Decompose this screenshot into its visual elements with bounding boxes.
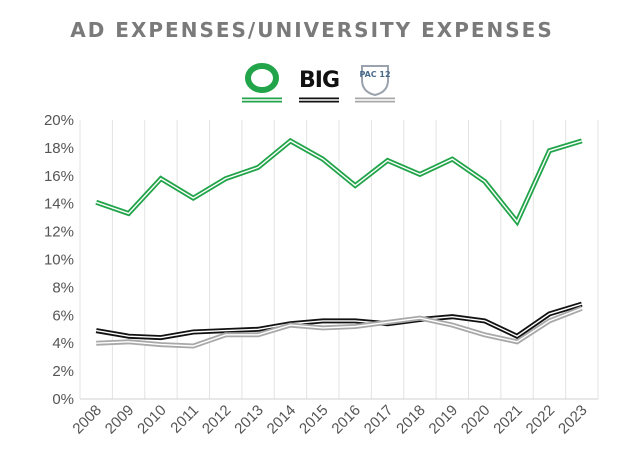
- x-tick-label: 2015: [296, 402, 332, 438]
- y-tick-label: 20%: [44, 112, 74, 129]
- x-tick-label: 2008: [69, 402, 105, 438]
- legend-item-oregon-o: [242, 63, 282, 103]
- series-line-inner: [95, 140, 583, 224]
- x-tick-label: 2013: [231, 402, 267, 438]
- y-tick-label: 2%: [52, 363, 74, 380]
- x-tick-label: 2022: [523, 402, 559, 438]
- pac-12-logo: PAC 12: [359, 70, 390, 79]
- series-big-ten-group: [95, 301, 583, 341]
- x-tick-label: 2010: [134, 402, 170, 438]
- y-tick-label: 0%: [52, 391, 74, 408]
- y-tick-label: 6%: [52, 307, 74, 324]
- big-ten-logo: BIG: [299, 68, 339, 93]
- x-tick-label: 2020: [458, 402, 494, 438]
- y-tick-label: 8%: [52, 279, 74, 296]
- x-tick-label: 2017: [361, 402, 397, 438]
- x-tick-label: 2019: [426, 402, 462, 438]
- x-tick-labels: 2008200920102011201220132014201520162017…: [69, 402, 590, 438]
- y-tick-label: 18%: [44, 140, 74, 157]
- x-tick-label: 2018: [393, 402, 429, 438]
- x-tick-label: 2016: [328, 402, 364, 438]
- pac-12-shield-icon: [361, 65, 389, 97]
- y-tick-label: 16%: [44, 168, 74, 185]
- legend-item-big-ten: BIG: [299, 68, 340, 103]
- y-tick-label: 4%: [52, 335, 74, 352]
- x-tick-label: 2023: [555, 402, 591, 438]
- y-tick-label: 14%: [44, 196, 74, 213]
- oregon-o-logo: [245, 63, 279, 93]
- x-tick-label: 2009: [102, 402, 138, 438]
- series-line-inner: [96, 303, 583, 339]
- series-lines: [95, 137, 583, 349]
- y-tick-label: 10%: [44, 252, 74, 269]
- gridlines: [79, 120, 599, 399]
- series-oregon-o-group: [95, 137, 583, 227]
- chart-title: AD EXPENSES/UNIVERSITY EXPENSES: [70, 18, 554, 42]
- x-tick-label: 2012: [199, 402, 235, 438]
- legend: BIG PAC 12: [242, 63, 395, 103]
- x-tick-label: 2014: [264, 402, 300, 438]
- y-tick-labels: 0% 2% 4% 6% 8% 10% 12% 14% 16% 18% 20%: [44, 112, 74, 408]
- y-tick-label: 12%: [44, 224, 74, 241]
- series-line-inner: [96, 307, 583, 347]
- legend-item-pac-12: PAC 12: [355, 65, 395, 103]
- series-pac-12-group: [96, 305, 583, 349]
- x-tick-label: 2021: [490, 402, 526, 438]
- x-tick-label: 2011: [167, 402, 202, 437]
